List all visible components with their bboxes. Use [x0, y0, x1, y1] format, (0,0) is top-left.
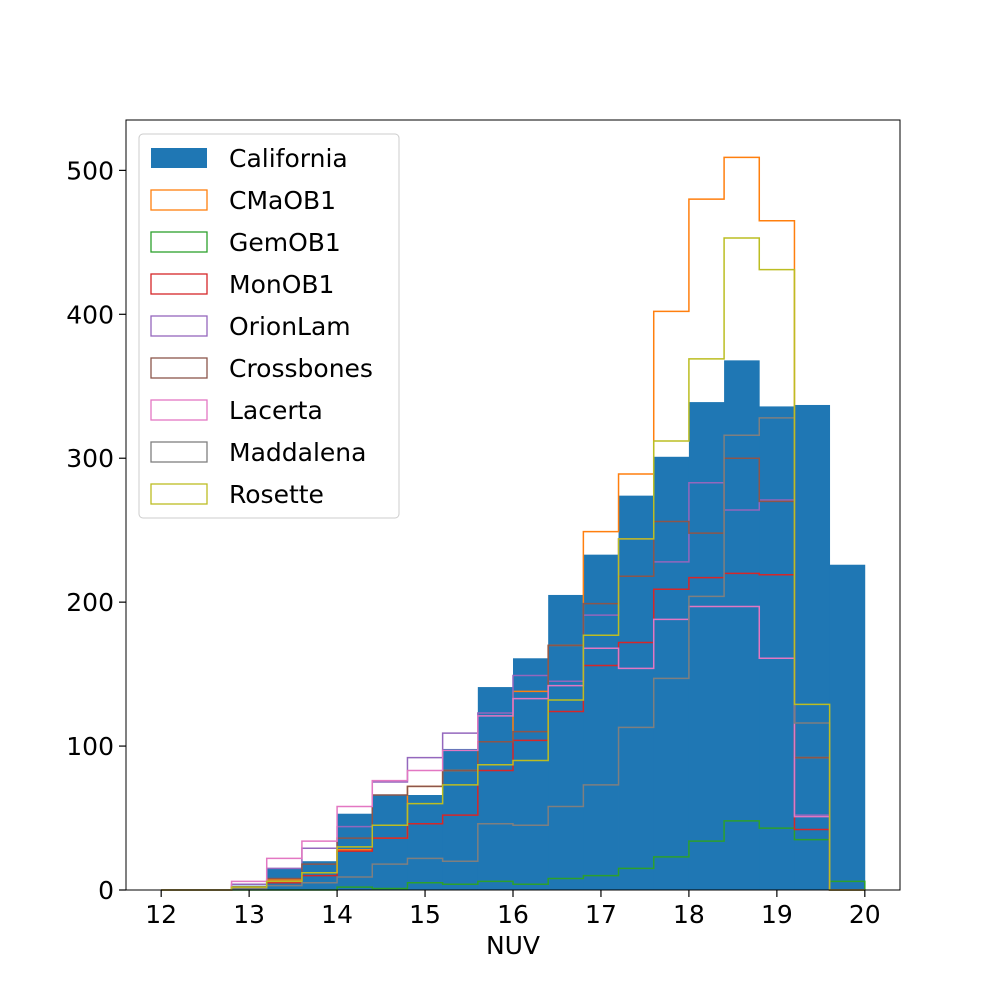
bar-california [688, 402, 725, 890]
bar-california [548, 594, 584, 890]
legend-swatch-california [151, 148, 207, 168]
step-line-orionlam [161, 481, 865, 891]
legend-swatch-gemob1 [150, 231, 208, 253]
bar-california [477, 687, 514, 890]
step-line-gemob1 [161, 820, 866, 891]
y-tick-label: 0 [98, 876, 114, 905]
step-line-maddalena [161, 417, 865, 891]
legend-label-orionlam: OrionLam [229, 312, 351, 341]
x-tick-label: 14 [321, 900, 353, 929]
legend-label-rosette: Rosette [229, 480, 324, 509]
x-axis-label: NUV [486, 931, 540, 960]
bar-california [372, 795, 408, 890]
step-line-rosette [161, 237, 865, 891]
y-tick-label: 500 [66, 156, 114, 185]
bar-california [759, 406, 795, 890]
y-tick-label: 300 [66, 444, 114, 473]
x-tick-label: 13 [233, 900, 265, 929]
legend-box [138, 133, 400, 519]
bar-california [442, 748, 479, 890]
legend-label-cmaob1: CMaOB1 [229, 186, 336, 215]
bar-california [724, 360, 760, 891]
x-tick-label: 16 [497, 900, 529, 929]
bar-california [513, 658, 549, 890]
legend-swatch-orionlam [150, 315, 208, 337]
x-tick-label: 17 [585, 900, 617, 929]
filled-bars-layer [231, 360, 866, 891]
bar-california [653, 456, 690, 890]
legend-label-monob1: MonOB1 [229, 270, 334, 299]
bar-california [794, 404, 831, 890]
legend-swatch-maddalena [150, 441, 208, 463]
legend: California CMaOB1 GemOB1 MonOB1 OrionLam Cros… [138, 133, 400, 519]
bar-california [407, 795, 444, 890]
y-tick-label: 400 [66, 300, 114, 329]
step-line-lacerta [161, 605, 865, 891]
x-tick-label: 15 [409, 900, 441, 929]
bar-california [829, 564, 866, 890]
x-tick-label: 19 [761, 900, 793, 929]
legend-label-california: California [229, 144, 348, 173]
legend-label-maddalena: Maddalena [229, 438, 366, 467]
legend-label-gemob1: GemOB1 [229, 228, 341, 257]
x-axis-ticks: 12 13 14 15 16 17 18 19 20 [145, 890, 881, 929]
legend-swatch-monob1 [150, 273, 208, 295]
legend-swatch-cmaob1 [150, 189, 208, 211]
y-tick-label: 100 [66, 732, 114, 761]
bar-california [618, 495, 655, 890]
x-tick-label: 12 [145, 900, 177, 929]
bar-california [583, 554, 619, 890]
x-tick-label: 20 [849, 900, 881, 929]
x-tick-label: 18 [673, 900, 705, 929]
y-tick-label: 200 [66, 588, 114, 617]
legend-swatch-lacerta [150, 399, 208, 421]
legend-swatch-crossbones [150, 357, 208, 379]
legend-label-crossbones: Crossbones [229, 354, 373, 383]
y-axis-ticks: 0 100 200 300 400 500 [66, 156, 126, 905]
step-lines-layer [161, 156, 866, 891]
legend-swatch-rosette [150, 483, 208, 505]
legend-label-lacerta: Lacerta [229, 396, 323, 425]
